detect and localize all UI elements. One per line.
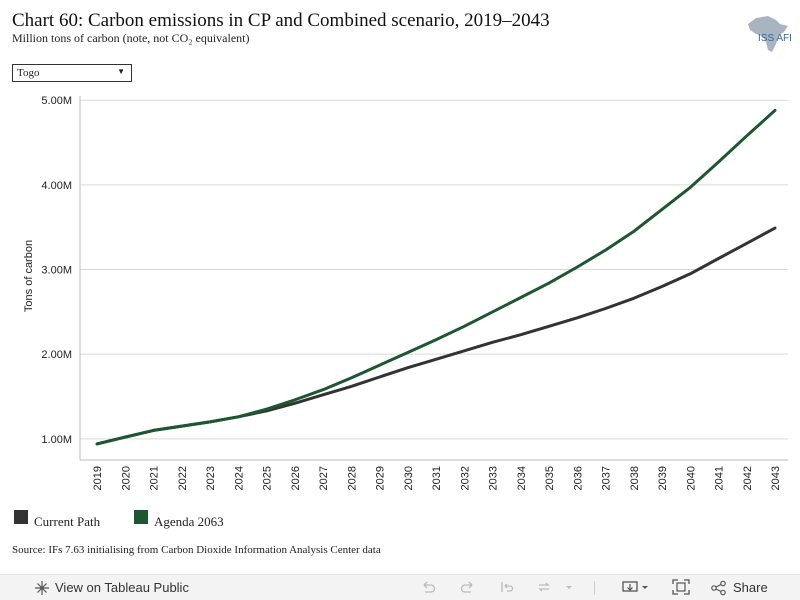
gridlines [80, 99, 788, 440]
undo-button[interactable] [420, 579, 436, 597]
x-tick-label: 2039 [657, 466, 669, 490]
x-tick-label: 2020 [120, 466, 132, 490]
x-tick-label: 2024 [233, 466, 245, 490]
share-icon [711, 580, 726, 596]
x-tick-label: 2029 [375, 466, 387, 490]
x-tick-label: 2022 [177, 466, 189, 490]
x-tick-label: 2043 [770, 466, 782, 490]
fullscreen-icon [672, 579, 690, 595]
x-tick-label: 2021 [149, 466, 161, 490]
logo-text: ISS AFI [758, 33, 792, 44]
redo-icon [460, 581, 473, 593]
y-tick-label: 2.00M [41, 349, 72, 361]
redo-button[interactable] [460, 579, 476, 597]
y-tick-labels: 1.00M 2.00M 3.00M 4.00M 5.00M [41, 95, 72, 446]
country-select-value: Togo [17, 67, 40, 79]
y-tick-label: 3.00M [41, 265, 72, 277]
x-tick-label: 2019 [92, 466, 104, 490]
line-chart: 1.00M 2.00M 3.00M 4.00M 5.00M Tons of carbon… [23, 95, 788, 490]
toolbar-divider [594, 581, 595, 595]
x-tick-label: 2032 [459, 466, 471, 490]
africa-map-icon [748, 16, 788, 52]
x-tick-label: 2041 [714, 466, 726, 490]
undo-icon [423, 581, 436, 593]
source-note: Source: IFs 7.63 initialising from Carbo… [12, 544, 381, 556]
x-tick-label: 2040 [685, 466, 697, 490]
x-tick-label: 2033 [488, 466, 500, 490]
refresh-menu-button[interactable] [564, 579, 574, 597]
chevron-down-icon: ▼ [117, 67, 125, 76]
chart-title: Chart 60: Carbon emissions in CP and Com… [12, 10, 550, 31]
x-tick-label: 2025 [262, 466, 274, 490]
chart-subtitle: Million tons of carbon (note, not CO₂ eq… [12, 31, 250, 45]
refresh-icon [538, 582, 550, 592]
fullscreen-button[interactable] [672, 579, 690, 597]
legend-label-current-path: Current Path [34, 514, 101, 529]
x-tick-label: 2034 [516, 466, 528, 490]
x-tick-label: 2028 [346, 466, 358, 490]
x-tick-label: 2036 [572, 466, 584, 490]
x-tick-label: 2031 [431, 466, 443, 490]
series-line-agenda-2063[interactable] [95, 108, 777, 446]
x-tick-label: 2038 [629, 466, 641, 490]
x-tick-label: 2035 [544, 466, 556, 490]
x-tick-label: 2030 [403, 466, 415, 490]
y-tick-label: 1.00M [41, 434, 72, 446]
tableau-logo-icon [35, 581, 49, 595]
share-label: Share [733, 580, 768, 595]
x-tick-label: 2042 [742, 466, 754, 490]
country-select[interactable]: Togo ▼ [12, 64, 132, 82]
chevron-down-icon [566, 586, 572, 589]
series-line-current-path[interactable] [95, 226, 777, 446]
x-tick-labels: 2019 2020 2021 2022 2023 2024 2025 2026 2027 2028… [92, 466, 782, 490]
x-tick-label: 2026 [290, 466, 302, 490]
download-icon [622, 581, 648, 592]
refresh-button[interactable] [536, 579, 552, 597]
legend-label-agenda-2063: Agenda 2063 [154, 514, 224, 529]
legend-swatch-current-path [14, 510, 28, 524]
series-lines [95, 108, 777, 446]
legend-swatch-agenda-2063 [134, 510, 148, 524]
x-tick-label: 2027 [318, 466, 330, 490]
y-tick-label: 5.00M [41, 95, 72, 107]
x-tick-label: 2023 [205, 466, 217, 490]
revert-button[interactable] [499, 579, 515, 597]
download-button[interactable] [622, 579, 652, 597]
y-tick-label: 4.00M [41, 180, 72, 192]
tableau-toolbar: View on Tableau Public Share [0, 574, 800, 600]
view-on-tableau-label: View on Tableau Public [55, 580, 189, 595]
revert-icon [501, 582, 514, 592]
x-tick-label: 2037 [601, 466, 613, 490]
y-axis-label: Tons of carbon [23, 240, 35, 312]
